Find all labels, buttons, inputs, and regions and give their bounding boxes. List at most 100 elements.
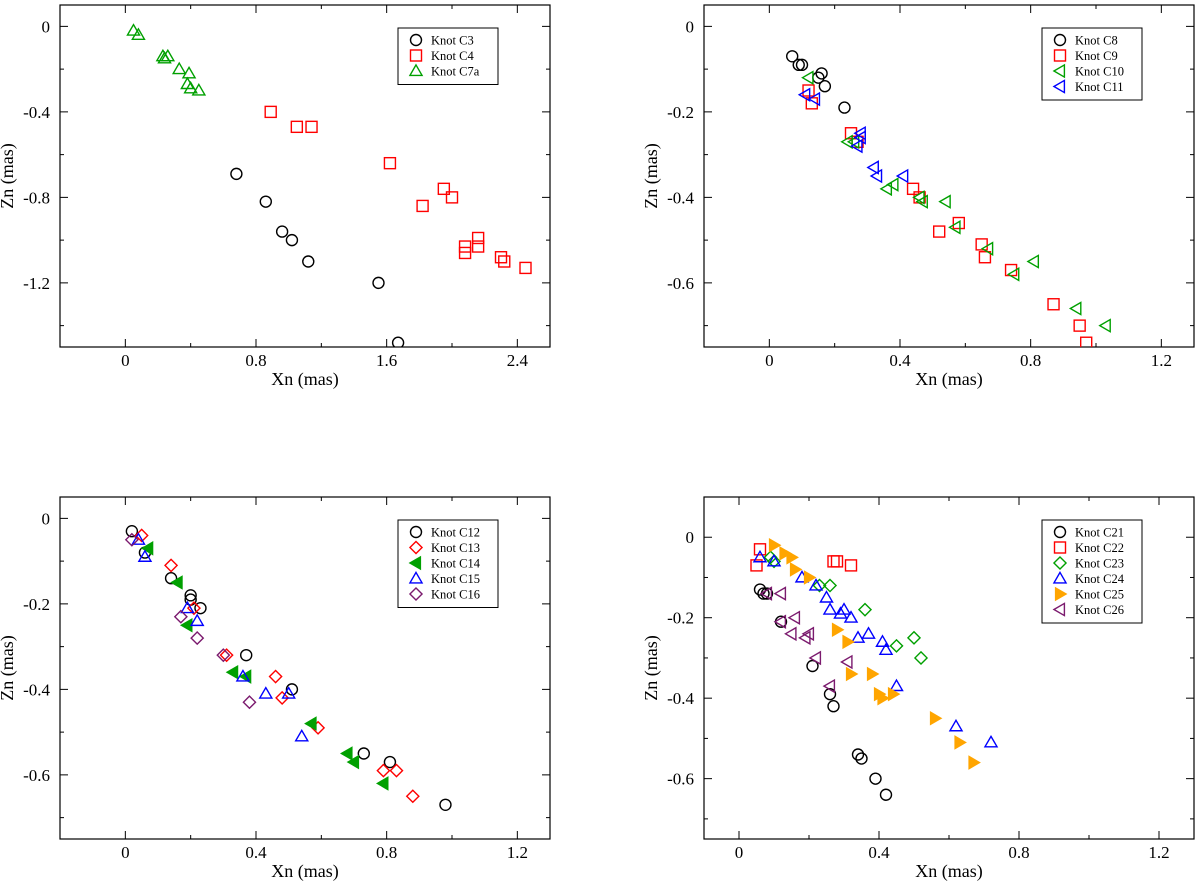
data-point — [866, 160, 879, 175]
data-point — [239, 648, 253, 662]
y-tick-label: -0.4 — [23, 103, 50, 122]
y-tick-label: 0 — [42, 17, 51, 36]
data-point — [968, 755, 981, 770]
data-point — [498, 255, 511, 268]
data-point — [812, 578, 827, 593]
series-knot-c3 — [230, 167, 405, 347]
data-point — [194, 601, 207, 615]
legend-label: Knot C13 — [431, 541, 480, 555]
y-tick-label: -0.6 — [667, 274, 694, 293]
data-point — [823, 687, 837, 701]
data-point — [171, 61, 187, 75]
data-point — [980, 241, 994, 256]
data-point — [819, 590, 834, 603]
data-point — [391, 336, 405, 347]
data-point — [886, 177, 899, 192]
data-point — [126, 23, 141, 36]
data-point — [840, 134, 853, 150]
data-point — [471, 240, 485, 253]
data-point — [1073, 319, 1086, 332]
data-point — [191, 83, 207, 96]
data-point — [838, 101, 851, 114]
data-point — [1079, 336, 1093, 347]
data-point — [906, 630, 922, 645]
legend-marker — [408, 540, 424, 555]
data-point — [869, 772, 882, 785]
plot-frame — [703, 4, 1195, 348]
series-knot-c11 — [797, 87, 909, 184]
data-point — [1047, 298, 1060, 311]
data-point — [302, 255, 315, 268]
data-point — [844, 559, 858, 572]
panel-3: 0 0.4 0.8 1.2 0 -0.2 -0.4 -0.6 Xn (mas) Zn (mas) K… — [0, 496, 551, 882]
legend-marker — [1052, 571, 1068, 584]
x-tick-label: 0 — [121, 843, 130, 862]
panel-2: 0 0.4 0.8 1.2 0 -0.2 -0.4 -0.6 Xn (mas) Zn (mas) K… — [641, 4, 1195, 390]
legend-marker — [408, 571, 424, 584]
data-point — [189, 613, 205, 627]
data-point — [1068, 301, 1082, 316]
panel-1: 0 0.8 1.6 2.4 0 -0.4 -0.8 -1.2 Xn (mas) Zn (mas) K… — [0, 4, 551, 390]
plot-frame — [59, 496, 551, 840]
x-axis-label: Xn (mas) — [915, 369, 982, 390]
x-tick-label: 2.4 — [507, 351, 529, 370]
data-point — [851, 748, 865, 761]
data-point — [822, 578, 838, 593]
legend-marker — [409, 33, 423, 47]
data-point — [170, 575, 183, 590]
legend-box — [1041, 27, 1143, 101]
y-tick-label: 0 — [686, 528, 695, 547]
data-point — [815, 67, 828, 80]
legend-marker — [408, 586, 424, 602]
data-points — [124, 525, 452, 811]
x-tick-label: 1.6 — [376, 351, 397, 370]
legend-label: Knot C24 — [1075, 572, 1125, 586]
data-point — [259, 195, 272, 208]
y-tick-label: -0.6 — [667, 770, 694, 789]
data-point — [183, 80, 198, 94]
data-point — [822, 602, 838, 615]
data-point — [954, 735, 967, 750]
data-point — [140, 541, 154, 556]
legend-label: Knot C8 — [1075, 34, 1118, 48]
data-point — [822, 678, 836, 694]
data-point — [855, 752, 868, 765]
x-tick-label: 0.8 — [1020, 351, 1041, 370]
x-tick-label: 0.4 — [889, 351, 911, 370]
data-point — [242, 695, 257, 710]
data-point — [494, 251, 508, 264]
data-point — [294, 728, 309, 742]
y-tick-label: -0.6 — [23, 766, 50, 785]
data-point — [405, 789, 420, 804]
legend-label: Knot C25 — [1075, 588, 1124, 602]
data-point — [895, 168, 909, 184]
data-point — [131, 27, 146, 41]
legend-label: Knot C11 — [1075, 80, 1124, 94]
x-tick-label: 0.8 — [1008, 843, 1029, 862]
data-point — [845, 666, 859, 682]
data-point — [807, 91, 821, 107]
data-point — [389, 763, 404, 778]
x-tick-label: 0 — [121, 351, 130, 370]
data-point — [887, 686, 901, 702]
data-point — [416, 199, 429, 213]
data-point — [827, 700, 840, 713]
x-tick-label: 1.2 — [1151, 351, 1172, 370]
legend-label: Knot C21 — [1075, 526, 1124, 540]
data-point — [753, 543, 767, 556]
data-point — [806, 659, 819, 673]
legend-marker — [1052, 63, 1066, 79]
series-knot-c14 — [140, 541, 389, 791]
data-point — [275, 690, 290, 705]
data-point — [290, 120, 304, 134]
data-point — [134, 528, 149, 543]
data-point — [458, 246, 472, 260]
data-point — [181, 65, 197, 79]
legend-label: Knot C16 — [431, 588, 480, 602]
y-tick-label: -0.4 — [23, 680, 50, 699]
series-knot-c16 — [124, 532, 257, 710]
data-point — [164, 572, 178, 585]
y-axis-label: Zn (mas) — [641, 635, 662, 700]
